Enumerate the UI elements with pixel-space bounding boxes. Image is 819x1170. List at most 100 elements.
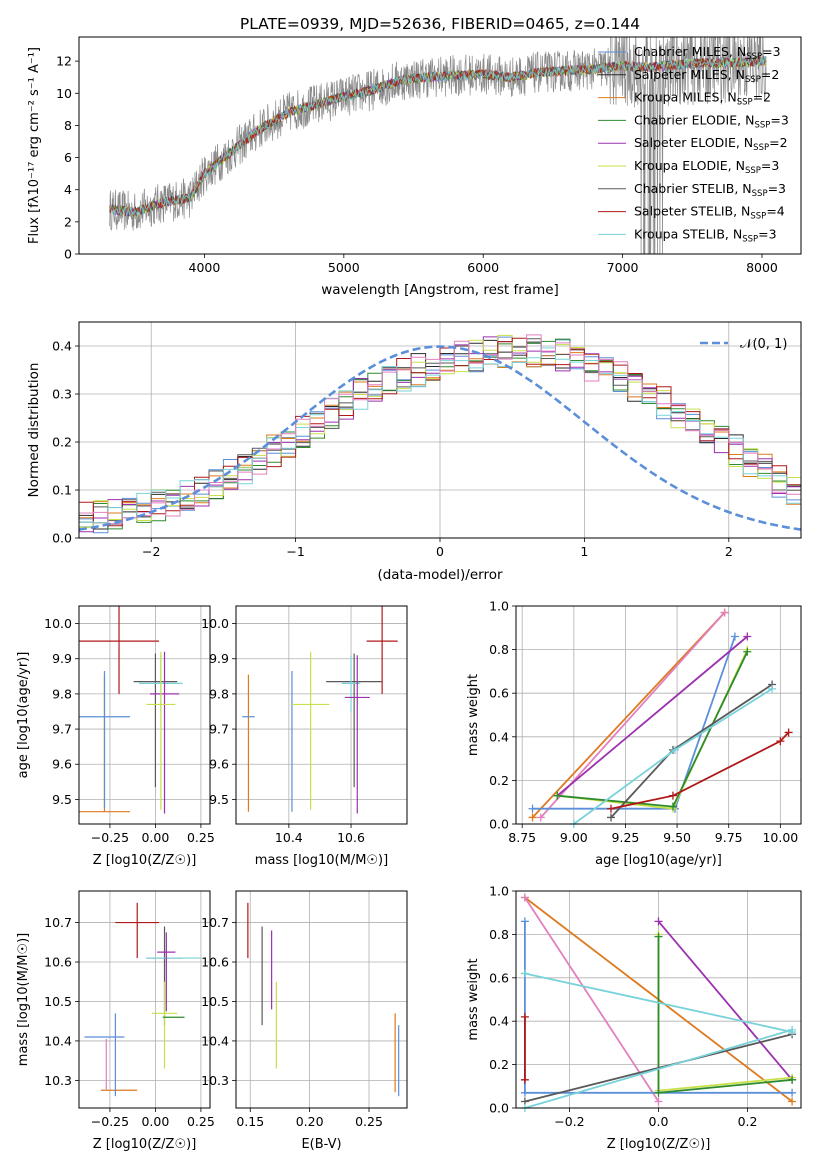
- weight-marker: [788, 1097, 797, 1106]
- x-tick-label: 10.6: [337, 830, 365, 845]
- y-tick-label: 10.3: [201, 1073, 229, 1088]
- y-axis-label: mass weight: [466, 674, 481, 756]
- weight-marker: [668, 802, 677, 811]
- x-axis-label: Z [log10(Z/Z☉)]: [93, 853, 197, 868]
- weight-line: [557, 651, 749, 808]
- legend: Chabrier MILES, NSSP=3 Salpeter MILES, NS…: [598, 44, 789, 244]
- legend-subscript: SSP: [745, 75, 761, 85]
- axes-frame: [515, 890, 802, 1109]
- y-tick-label: 0.2: [489, 1057, 509, 1072]
- y-tick-label: 10.0: [201, 616, 229, 631]
- x-axis-label: E(B-V): [301, 1137, 341, 1152]
- weight-line: [557, 649, 749, 810]
- x-tick-label: 0.15: [236, 1114, 264, 1129]
- y-tick-label: 10: [56, 86, 72, 101]
- weight-marker: [607, 804, 615, 813]
- x-tick-label: −0.2: [554, 1114, 584, 1129]
- weight-line: [524, 897, 660, 1102]
- x-tick-label: 10.4: [275, 830, 303, 845]
- errorbars: [84, 902, 201, 1097]
- weight-marker: [788, 1088, 797, 1097]
- weight-marker: [536, 813, 545, 822]
- y-tick-label: 9.7: [52, 722, 72, 737]
- weight-line: [657, 934, 793, 1092]
- legend-label: Chabrier STELIB, NSSP=3: [634, 181, 786, 199]
- legend-label: Kroupa ELODIE, NSSP=3: [634, 158, 779, 176]
- y-tick-label: 10.4: [44, 1033, 72, 1048]
- axes-frame: [235, 605, 408, 825]
- x-axis-label: Z [log10(Z/Z☉)]: [607, 1137, 711, 1152]
- y-tick-label: 1.0: [489, 884, 509, 899]
- panel-3: 10.4 10.6 9.5 9.6 9.7 9.8 9.9 10.0: [201, 605, 408, 845]
- x-tick-label: 9.00: [560, 830, 588, 845]
- weight-line: [524, 1029, 793, 1109]
- legend-tail: =3: [762, 44, 780, 59]
- weight-line: [532, 636, 736, 810]
- weight-marker: [520, 1088, 529, 1097]
- y-axis-label: Flux [fλ10⁻¹⁷ erg cm⁻² s⁻¹ A⁻¹]: [27, 47, 42, 244]
- errorbar: [366, 606, 398, 694]
- x-tick-label: 0.20: [296, 1114, 324, 1129]
- y-tick-label: 10.5: [44, 994, 72, 1009]
- y-tick-label: 9.7: [209, 722, 229, 737]
- y-tick-label: 9.5: [52, 792, 72, 807]
- weight-line: [610, 731, 790, 810]
- histograms: [79, 334, 801, 534]
- y-tick-label: 9.8: [209, 686, 229, 701]
- legend-subscript: SSP: [750, 212, 766, 222]
- x-tick-label: 5000: [328, 260, 360, 275]
- model-spectrum: [109, 56, 767, 216]
- y-tick-label: 0.0: [489, 1101, 509, 1116]
- panel-4: 8.75 9.00 9.25 9.50 9.75 10.00 0.0 0.2 0.4 0.6 0.8…: [489, 599, 802, 845]
- y-tick-label: 10.4: [201, 1033, 229, 1048]
- weight-line: [524, 1033, 793, 1103]
- x-axis-label: mass [log10(M/M☉)]: [255, 853, 388, 868]
- y-tick-label: 8: [64, 118, 72, 133]
- x-axis-label: age [log10(age/yr)]: [595, 853, 722, 868]
- legend-tail: =3: [761, 158, 779, 173]
- weight-marker: [553, 791, 562, 800]
- y-tick-label: 9.5: [209, 792, 229, 807]
- panel-6: 0.15 0.20 0.25 10.3 10.4 10.5 10.6 10.7: [201, 890, 408, 1129]
- axes-frame: [78, 321, 802, 539]
- legend-subscript: SSP: [746, 52, 762, 62]
- x-tick-label: 7000: [607, 260, 639, 275]
- legend-label: Kroupa STELIB, NSSP=3: [634, 226, 777, 244]
- errorbar: [291, 651, 330, 810]
- x-tick-label: −2: [142, 544, 160, 559]
- y-tick-label: 10.5: [201, 994, 229, 1009]
- errorbar: [151, 981, 178, 1069]
- y-tick-label: 0.0: [489, 817, 509, 832]
- y-tick-label: 0.6: [489, 970, 509, 985]
- histogram-series: [79, 337, 801, 527]
- x-tick-label: 2: [725, 544, 733, 559]
- y-tick-label: 10.0: [44, 616, 72, 631]
- weight-marker: [654, 917, 663, 926]
- legend-label: Kroupa MILES, NSSP=2: [634, 90, 771, 108]
- axes-frame: [78, 36, 802, 255]
- y-tick-label: 10.3: [44, 1073, 72, 1088]
- x-tick-label: 1: [580, 544, 588, 559]
- y-axis-label: Normed distribution: [26, 363, 42, 498]
- axes-frame: [78, 605, 211, 825]
- y-tick-label: 0.0: [52, 531, 72, 546]
- x-tick-label: 0.0: [649, 1114, 669, 1129]
- y-tick-label: 12: [56, 54, 72, 69]
- errorbar: [79, 606, 160, 694]
- x-tick-label: 0.00: [141, 1114, 169, 1129]
- x-tick-label: 0: [436, 544, 444, 559]
- legend-tail: =2: [769, 135, 787, 150]
- x-tick-label: 4000: [189, 260, 221, 275]
- x-tick-label: 0.25: [187, 830, 215, 845]
- weight-marker: [528, 813, 537, 822]
- errorbars: [247, 902, 400, 1097]
- figure-title: PLATE=0939, MJD=52636, FIBERID=0465, z=0…: [240, 15, 640, 33]
- errorbar: [344, 655, 370, 814]
- weight-lines: [520, 893, 797, 1112]
- x-tick-label: 9.75: [715, 830, 743, 845]
- y-axis-label: age [log10(age/yr)]: [16, 652, 31, 779]
- weight-line: [531, 611, 726, 819]
- weight-marker: [654, 1088, 663, 1097]
- panel-1: −2 −1 0 1 2 0.0 0.1 0.2 0.3 0.4 𝒩(0, 1): [52, 321, 802, 559]
- y-tick-label: 0.6: [489, 686, 509, 701]
